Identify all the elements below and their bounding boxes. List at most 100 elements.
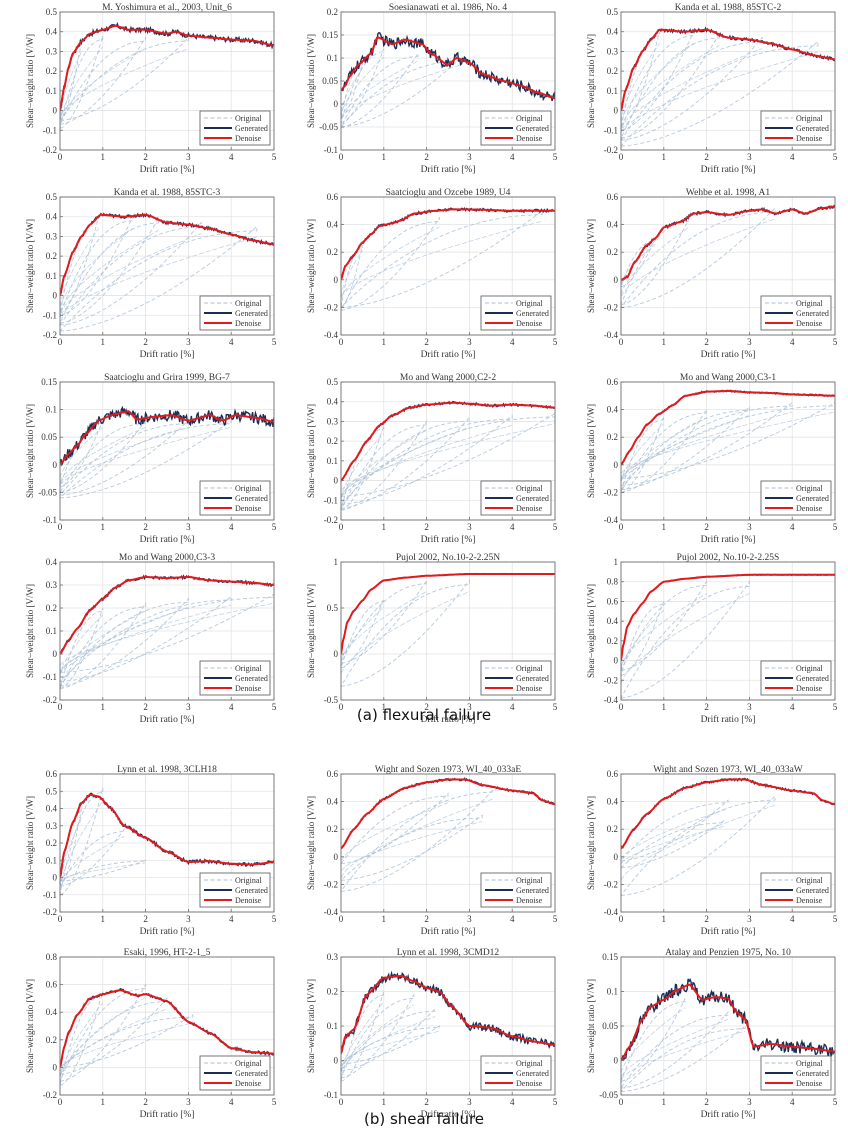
subplot-title: Saatcioglu and Ozcebe 1989, U4 — [386, 188, 511, 198]
original-curve — [621, 43, 660, 122]
legend-label: Denoise — [516, 684, 543, 693]
legend-label: Denoise — [235, 319, 262, 328]
y-tick-label: 0.2 — [46, 66, 57, 76]
legend-label: Original — [796, 299, 823, 308]
x-tick-label: 3 — [747, 1097, 752, 1107]
y-tick-label: 0.4 — [46, 804, 58, 814]
x-tick-label: 0 — [339, 337, 344, 347]
x-tick-label: 3 — [467, 337, 472, 347]
original-curve — [341, 814, 483, 881]
legend-label: Generated — [516, 494, 549, 503]
original-curve — [341, 579, 470, 687]
x-tick-label: 2 — [143, 337, 148, 347]
x-tick-label: 2 — [143, 1097, 148, 1107]
y-axis-label: Shear–weight ratio [V/W] — [306, 584, 316, 678]
legend-label: Generated — [235, 886, 268, 895]
y-tick-label: 0.6 — [607, 192, 619, 202]
axes-box — [340, 196, 556, 336]
y-tick-label: -0.4 — [324, 330, 339, 340]
original-curve — [621, 32, 720, 139]
legend-label: Denoise — [516, 504, 543, 513]
subplot-svg: 0 1 2 3 4 5-0.100.10.20.3 Lynn et al. 1998, 3C… — [306, 948, 558, 1120]
y-tick-label: 0.1 — [46, 855, 57, 865]
original-curve — [341, 60, 419, 118]
subplot-svg: 0 1 2 3 4 5-0.500.51 Pujol 2002, No.10-2-2.25N… — [306, 553, 558, 725]
original-curve — [60, 35, 104, 129]
axes-box — [59, 11, 275, 151]
original-curve — [60, 595, 232, 683]
legend-box — [480, 480, 552, 516]
x-tick-label: 2 — [424, 1097, 429, 1107]
denoise-curve — [621, 28, 835, 111]
subplot-title: Lynn et al. 1998, 3CMD12 — [397, 948, 500, 958]
x-tick-label: 3 — [467, 152, 472, 162]
x-tick-label: 4 — [510, 702, 515, 712]
y-tick-label: 0 — [334, 1056, 339, 1066]
denoise-curve — [60, 213, 274, 296]
y-tick-label: 0.1 — [46, 271, 57, 281]
original-curve — [341, 591, 427, 660]
denoise-curve — [60, 793, 274, 878]
y-tick-label: 0.1 — [607, 987, 618, 997]
original-curve — [60, 801, 104, 888]
legend-label: Original — [235, 876, 262, 885]
original-curve — [621, 411, 835, 474]
y-tick-label: 0.2 — [327, 247, 338, 257]
x-axis-label: Drift ratio [%] — [421, 1109, 476, 1120]
original-curve — [60, 419, 147, 493]
original-curve — [621, 423, 665, 482]
y-tick-label: 0.4 — [607, 405, 619, 415]
y-axis-label: Shear–weight ratio [V/W] — [25, 979, 35, 1073]
subplot-18: 0 1 2 3 4 5 -0.05 0 0.05 0.1 0.15 Atalay and Penzie… — [561, 945, 841, 1127]
original-curve — [621, 1019, 729, 1078]
y-tick-label: -0.05 — [319, 122, 338, 132]
original-curve — [341, 1030, 440, 1063]
original-curve — [621, 206, 776, 308]
original-curve — [60, 233, 202, 314]
y-tick-label: 0 — [614, 852, 619, 862]
denoise-curve — [341, 36, 555, 100]
y-tick-label: 0.6 — [327, 192, 339, 202]
axes-box — [340, 561, 556, 701]
subplot-13: 0 1 2 3 4 5 -0.2 -0.1 0 0.1 0.2 0.3 0.4 0.5 0.6 Lynn et… — [0, 762, 280, 944]
x-axis-label: Drift ratio [%] — [701, 926, 756, 937]
y-tick-label: 0.2 — [46, 603, 57, 613]
y-tick-label: 0.05 — [602, 1021, 618, 1031]
original-curve — [341, 591, 470, 674]
subplot-svg: 0 1 2 3 4 5 -0.4 -0.2 0 0.2 0.4 0.6 0.8 1 Pujol 2002, … — [586, 553, 838, 725]
legend-label: Denoise — [235, 896, 262, 905]
x-tick-label: 1 — [382, 337, 387, 347]
original-curve — [621, 48, 763, 129]
x-axis-label: Drift ratio [%] — [421, 714, 476, 725]
y-tick-label: 0 — [614, 460, 619, 470]
subplot-2: 0 1 2 3 4 5 -0.1 -0.05 0 0.05 0.1 0.15 0.2 Soesianawa… — [281, 0, 561, 182]
original-curve — [621, 610, 665, 670]
legend-label: Generated — [235, 1069, 268, 1078]
original-curve — [60, 602, 274, 666]
y-axis-label: Shear–weight ratio [V/W] — [306, 979, 316, 1073]
x-tick-label: 4 — [229, 702, 234, 712]
subplot-title: M. Yoshimura et al., 2003, Unit_6 — [102, 3, 232, 13]
legend-label: Original — [796, 664, 823, 673]
original-curve — [621, 593, 707, 667]
y-tick-label: -0.1 — [43, 672, 57, 682]
original-curve — [621, 799, 729, 862]
y-tick-label: 0.6 — [46, 980, 58, 990]
x-axis-label: Drift ratio [%] — [140, 1109, 195, 1120]
subplot-title: Mo and Wang 2000,C3-1 — [680, 373, 776, 383]
original-curve — [341, 56, 385, 116]
y-tick-label: 0.3 — [46, 46, 58, 56]
original-curve — [621, 1030, 746, 1080]
y-axis-label: Shear–weight ratio [V/W] — [25, 404, 35, 498]
y-tick-label: 0.3 — [327, 416, 339, 426]
subplot-9: 0 1 2 3 4 5 -0.4 -0.2 0 0.2 0.4 0.6 Mo and Wang 2000… — [561, 370, 841, 552]
subplot-17: 0 1 2 3 4 5 -0.1 0 0.1 0.2 0.3 Lynn et al. 1998, 3C… — [281, 945, 561, 1127]
series-group — [341, 777, 555, 892]
x-tick-label: 3 — [186, 1097, 191, 1107]
legend-label: Generated — [796, 309, 829, 318]
axes-box — [59, 381, 275, 521]
legend-label: Original — [516, 114, 543, 123]
legend-box — [199, 872, 271, 908]
original-curve — [60, 46, 104, 122]
